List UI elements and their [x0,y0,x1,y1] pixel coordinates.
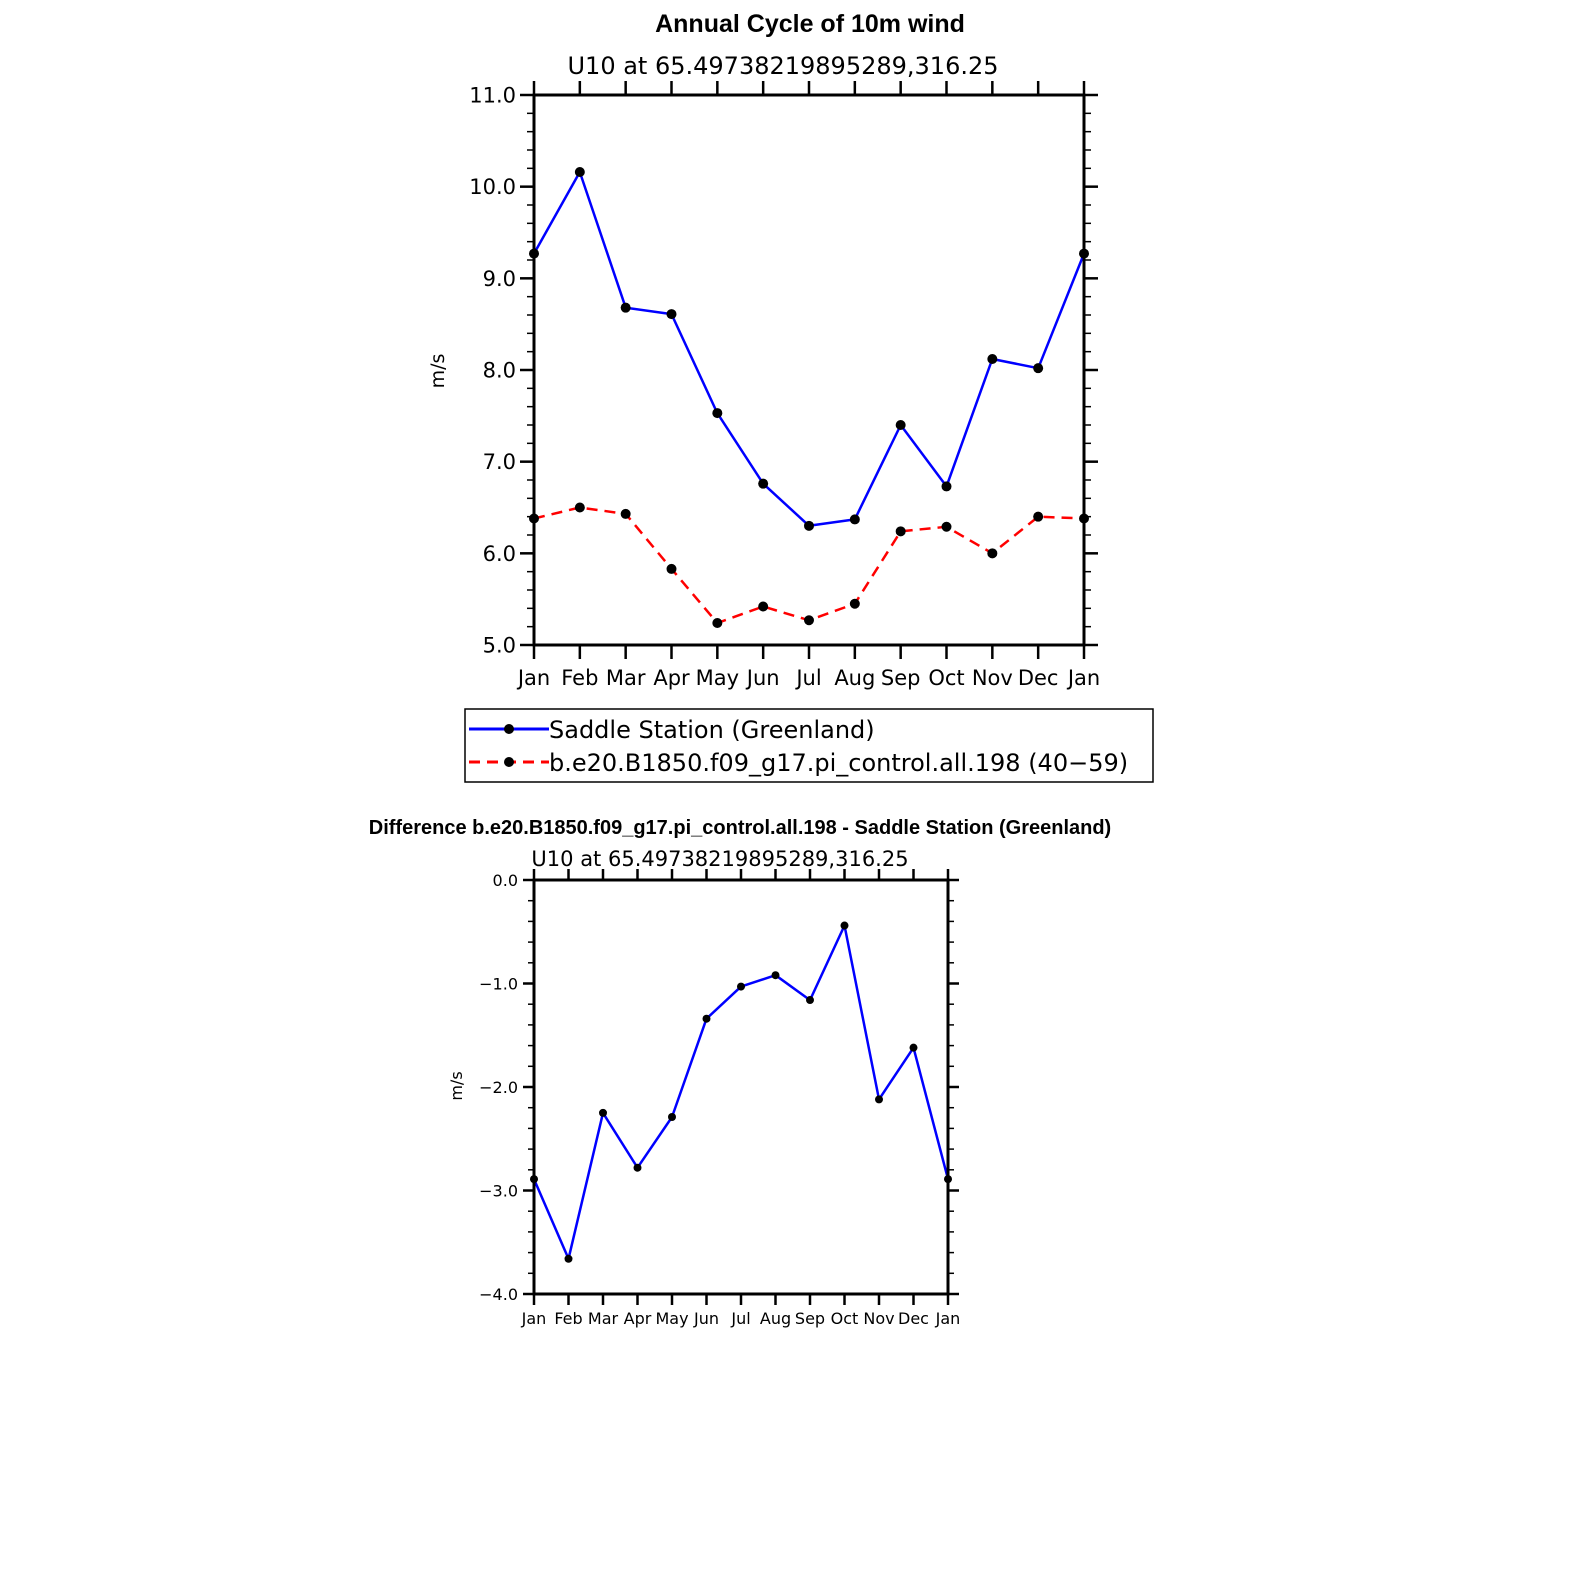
y-tick-label: 10.0 [469,175,516,199]
plot-frame [532,878,950,1296]
data-point [666,309,677,320]
data-point [1033,511,1044,522]
x-tick-label: Aug [760,1309,791,1328]
data-point [758,478,769,489]
y-tick-label: 9.0 [483,267,516,291]
y-tick-label: −1.0 [479,974,518,993]
y-tick-labels: −4.0 −3.0 −2.0 −1.0 0.0 [479,871,518,1304]
data-point [895,420,906,430]
x-tick-label: Sep [795,1309,825,1328]
x-tick-label: Jul [794,666,821,690]
y-tick-label: −2.0 [479,1078,518,1097]
y-tick-labels: 5.0 6.0 7.0 8.0 9.0 10.0 11.0 [469,84,516,658]
x-tick-label: Jan [935,1309,961,1328]
difference-panel: Difference b.e20.B1850.f09_g17.pi_contro… [369,817,1111,1328]
x-tick-labels: Jan Feb Mar Apr May Jun Jul Aug Sep Oct Nov Dec Jan [521,1309,961,1328]
chart-title: Annual Cycle of 10m wind [655,10,965,38]
x-tick-label: Jun [693,1309,719,1328]
data-point [941,521,952,532]
data-point [574,502,585,513]
x-tick-label: Jan [521,1309,547,1328]
x-tick-label: Jan [1066,666,1100,690]
data-point [806,996,814,1005]
annual-cycle-panel: Annual Cycle of 10m wind U10 at 65.49738… [427,10,1154,783]
x-tick-label: Aug [834,666,875,690]
data-point [909,1043,918,1052]
axis-ticks [523,869,959,1305]
x-tick-label: Jul [730,1309,750,1328]
y-axis-label: m/s [447,1071,466,1100]
y-tick-label: −3.0 [479,1181,518,1200]
legend: Saddle Station (Greenland) b.e20.B1850.f… [464,708,1154,783]
x-tick-label: Oct [831,1309,859,1328]
data-point [849,598,860,609]
x-tick-label: Jan [516,666,550,690]
y-tick-label: 6.0 [483,542,516,566]
data-point [633,1163,642,1172]
data-point [804,520,814,531]
legend-marker-observed [504,724,514,734]
data-point [737,982,745,991]
y-axis-label: m/s [427,354,449,389]
y-tick-label: 8.0 [483,359,516,383]
data-series [530,921,952,1263]
y-tick-label: 5.0 [483,634,516,658]
chart-title: Difference b.e20.B1850.f09_g17.pi_contro… [369,817,1111,839]
data-point [599,1108,607,1117]
data-point [574,167,585,177]
x-tick-label: Mar [588,1309,619,1328]
data-point [620,302,631,313]
data-point [668,1113,676,1122]
y-tick-label: −4.0 [479,1285,518,1304]
legend-marker-model [504,757,514,767]
x-tick-label: Apr [624,1309,652,1328]
plot-frame [532,93,1086,647]
x-tick-label: Nov [972,666,1013,690]
x-tick-label: Dec [898,1309,929,1328]
data-point [987,354,998,364]
y-tick-label: 11.0 [469,84,516,108]
x-tick-label: Oct [928,666,964,690]
data-point [849,514,860,525]
data-point [666,563,677,574]
x-tick-label: Feb [554,1309,582,1328]
x-tick-label: Mar [606,666,646,690]
data-point [987,548,998,559]
chart-subtitle: U10 at 65.49738219895289,316.25 [531,847,908,871]
legend-label-observed: Saddle Station (Greenland) [549,716,875,744]
data-point [941,481,952,492]
data-point [564,1254,573,1263]
x-tick-label: Feb [561,666,598,690]
legend-box [464,708,1154,783]
data-point [771,971,780,980]
data-point [702,1014,711,1023]
legend-label-model: b.e20.B1850.f09_g17.pi_control.all.198 (… [549,749,1128,777]
data-point [712,408,723,419]
x-tick-labels: Jan Feb Mar Apr May Jun Jul Aug Sep Oct Nov Dec Jan [516,666,1100,690]
x-tick-label: Sep [881,666,921,690]
data-point [620,508,631,519]
data-point [804,615,814,626]
chart-subtitle: U10 at 65.49738219895289,316.25 [567,52,998,80]
y-tick-label: 0.0 [493,871,518,890]
x-tick-label: Jun [745,666,780,690]
data-point [712,618,723,628]
y-tick-label: 7.0 [483,450,516,474]
data-point [840,921,849,930]
x-tick-label: Apr [653,666,690,690]
x-tick-label: Dec [1018,666,1059,690]
data-point [1033,363,1044,374]
data-point [875,1095,883,1104]
x-tick-label: May [696,666,739,690]
data-point [758,601,769,612]
data-point [895,526,906,537]
x-tick-label: Nov [863,1309,894,1328]
x-tick-label: May [655,1309,688,1328]
